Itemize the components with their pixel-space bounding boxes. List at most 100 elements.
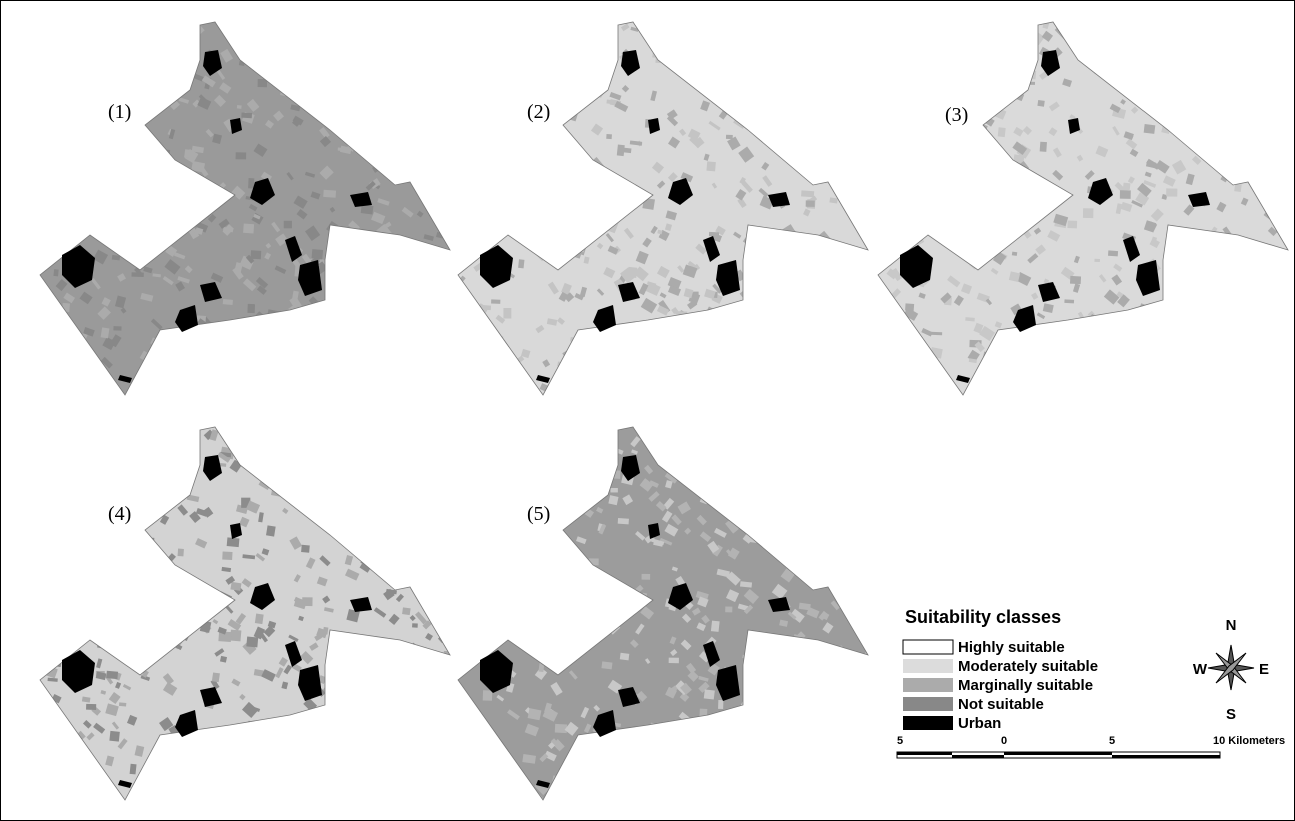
map-patch [323, 190, 336, 198]
map-patch [1083, 208, 1094, 218]
map-patch [606, 100, 611, 104]
map-patch [113, 326, 121, 331]
map-patch [998, 127, 1006, 137]
map-patch [601, 661, 612, 669]
legend-swatch [903, 678, 953, 692]
map-patch [178, 549, 184, 557]
map-patch [323, 627, 329, 635]
map-patch [608, 495, 618, 505]
map-patch [184, 149, 191, 158]
map-patch [1108, 250, 1118, 256]
map-patch [726, 135, 733, 139]
map-patch [212, 672, 220, 682]
map-patch [829, 197, 837, 203]
map-patch [806, 200, 815, 206]
map-patch [131, 272, 143, 277]
map-patch [1040, 142, 1047, 152]
legend-title: Suitability classes [905, 607, 1061, 627]
map-patch [106, 671, 118, 679]
map-patch [243, 224, 254, 234]
map-patch [284, 221, 292, 229]
compass-w: W [1193, 661, 1208, 678]
map-patch [53, 269, 58, 276]
legend-swatch [903, 697, 953, 711]
map-patch [109, 731, 119, 742]
map-patch [302, 597, 312, 606]
map-patch [618, 518, 629, 524]
map-patch [606, 134, 612, 139]
map-patch [693, 292, 699, 298]
map-patch [251, 250, 262, 259]
legend-item: Not suitable [958, 696, 1044, 713]
map-patch [1067, 221, 1077, 229]
map-patch [255, 614, 264, 625]
map-patch [246, 637, 258, 648]
map-patch [312, 249, 324, 259]
map-patch [1166, 188, 1177, 196]
map-patch [484, 305, 491, 310]
map-patch [301, 545, 310, 553]
map-patch [620, 653, 630, 661]
map-patch [617, 145, 625, 157]
map-patch [222, 551, 232, 560]
map-patch [223, 299, 233, 305]
map-patch [706, 161, 715, 171]
map-patch [402, 607, 411, 615]
scale-label: 5 [897, 735, 903, 747]
map-patch [704, 689, 715, 699]
map-patch [669, 658, 679, 664]
map-patch [1120, 190, 1131, 199]
compass-e: E [1259, 661, 1269, 678]
panel-label: (2) [527, 101, 550, 123]
map-patch [230, 630, 241, 642]
map-patch [503, 308, 511, 318]
legend-item: Moderately suitable [958, 658, 1098, 675]
panel-label: (4) [108, 503, 131, 525]
compass-s: S [1226, 706, 1236, 723]
map-patch [119, 702, 126, 706]
scale-label: 10 Kilometers [1213, 735, 1285, 747]
map-patch [230, 582, 241, 591]
legend-item: Highly suitable [958, 639, 1065, 656]
panel-label: (5) [527, 503, 550, 525]
map-patch [718, 700, 723, 709]
map-patch [725, 606, 732, 612]
map-patch [610, 488, 617, 492]
map-patch [711, 621, 720, 632]
panel-label: (3) [945, 104, 968, 126]
map-patch [491, 299, 500, 303]
map-patch [130, 764, 137, 775]
map-patch [642, 574, 651, 580]
compass-n: N [1226, 617, 1237, 634]
map-patch [1064, 299, 1074, 303]
map-patch [1012, 252, 1017, 256]
figure: (1) (2) (3) (4) (5) Suitability classes High… [0, 0, 1295, 821]
map-patch [361, 205, 374, 215]
map-patch [555, 724, 567, 733]
map-patch [266, 525, 276, 536]
legend-item: Urban [958, 715, 1001, 732]
map-patch [1123, 183, 1131, 191]
panel-label: (1) [108, 101, 131, 123]
map-patch [101, 327, 110, 338]
map-patch [236, 152, 247, 159]
map-patch [112, 255, 120, 260]
legend-item: Marginally suitable [958, 677, 1093, 694]
map-patch [248, 178, 254, 189]
legend-swatch [903, 640, 953, 654]
map-patch [338, 148, 350, 152]
legend-swatch [903, 716, 953, 730]
map-patch [237, 105, 242, 109]
map-patch [1144, 124, 1156, 134]
legend-swatch [903, 659, 953, 673]
map-patch [227, 537, 240, 547]
map-patch [801, 190, 814, 197]
map-patch [1070, 276, 1081, 284]
map-patch [518, 259, 524, 268]
map-patch [1094, 259, 1100, 262]
map-patch [241, 112, 252, 118]
scale-label: 5 [1109, 735, 1115, 747]
map-patch [1037, 100, 1044, 107]
map-patch [483, 690, 493, 700]
scale-label: 0 [1001, 735, 1007, 747]
